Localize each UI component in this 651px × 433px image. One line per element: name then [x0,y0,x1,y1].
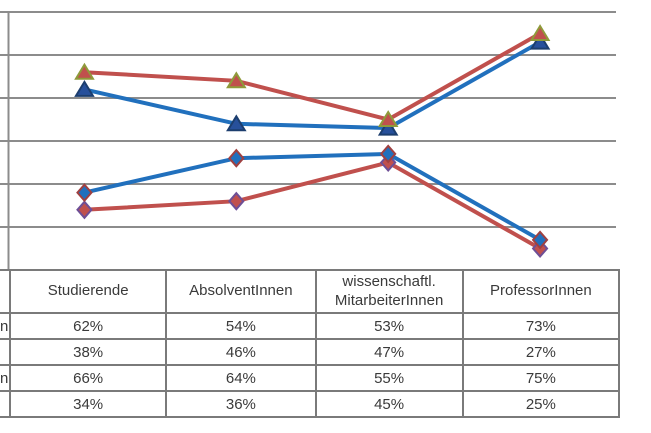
diamond-marker [76,183,93,203]
table-cell: 36% [165,390,317,418]
table-row: 34% 36% 45% 25% [0,390,621,418]
triangle-marker [377,110,399,127]
line-chart-plot [0,11,616,270]
diamond-marker [227,191,245,211]
table-cell: 27% [461,338,621,366]
table-row: 38% 46% 47% 27% [0,338,621,366]
table-cell: 55% [314,364,464,392]
column-header-studierende: Studierende [9,269,168,314]
table-cell: 34% [9,390,168,418]
column-header-absolventinnen: AbsolventInnen [165,269,317,314]
table-row: n 66% 64% 55% 75% [0,364,621,392]
table-cell: 47% [314,338,464,366]
diamond-marker [379,144,397,164]
table-cell: 75% [461,364,621,392]
chart-data-table: Studierende AbsolventInnen wissenschaftl… [0,269,621,418]
table-cell: 73% [461,312,621,340]
series-line [83,151,542,242]
triangle-marker [377,118,399,136]
column-header-wiss-mitarbeiterinnen: wissenschaftl. MitarbeiterInnen [314,269,464,314]
table-cell: 62% [9,312,168,340]
triangle-marker [226,114,247,132]
column-header-professorinnen: ProfessorInnen [461,269,621,314]
series-label-fragment: n [0,364,12,392]
table-cell: 38% [9,338,168,366]
series-label-column-header [0,269,12,314]
table-cell: 54% [165,312,317,340]
table-cell: 45% [314,390,464,418]
table-cell: 46% [165,338,317,366]
table-cell: 53% [314,312,464,340]
table-cell: 66% [9,364,168,392]
diamond-marker [227,148,245,168]
table-cell: 64% [165,364,317,392]
triangle-marker [74,62,95,80]
series-line [83,40,542,131]
triangle-marker [226,71,247,89]
triangle-marker [529,32,551,50]
series-label-fragment: n [0,312,12,340]
triangle-marker [529,24,551,41]
table-header-row: Studierende AbsolventInnen wissenschaftl… [0,269,621,314]
series-line [84,160,542,251]
diamond-marker [531,230,549,250]
table-row: n 62% 54% 53% 73% [0,312,621,340]
table-cell: 25% [461,390,621,418]
triangle-marker [74,79,95,97]
series-label-fragment [0,390,12,418]
series-line [84,31,542,122]
series-label-fragment [0,338,12,366]
diamond-marker [76,200,93,220]
